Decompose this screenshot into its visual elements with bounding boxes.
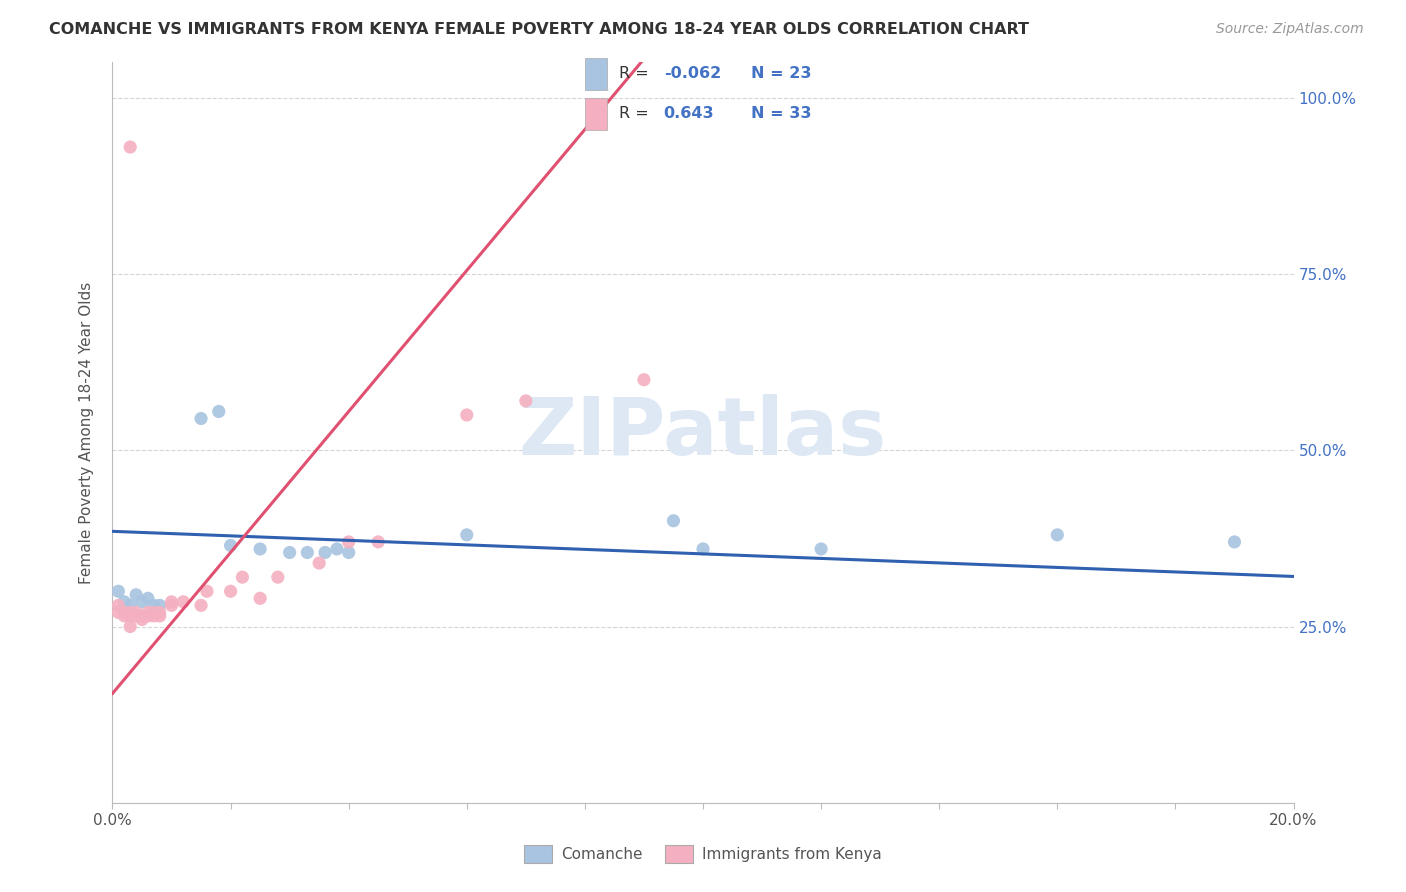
Y-axis label: Female Poverty Among 18-24 Year Olds: Female Poverty Among 18-24 Year Olds bbox=[79, 282, 94, 583]
Point bbox=[142, 606, 165, 620]
Point bbox=[326, 541, 349, 556]
Point bbox=[131, 612, 153, 626]
Point bbox=[456, 528, 478, 542]
Bar bbox=[585, 97, 607, 130]
Point bbox=[160, 595, 183, 609]
Point bbox=[367, 535, 389, 549]
Text: COMANCHE VS IMMIGRANTS FROM KENYA FEMALE POVERTY AMONG 18-24 YEAR OLDS CORRELATI: COMANCHE VS IMMIGRANTS FROM KENYA FEMALE… bbox=[49, 22, 1029, 37]
Point bbox=[120, 599, 142, 613]
Point bbox=[107, 606, 129, 620]
Point bbox=[456, 408, 478, 422]
Point bbox=[131, 595, 153, 609]
Point bbox=[633, 373, 655, 387]
Text: Source: ZipAtlas.com: Source: ZipAtlas.com bbox=[1216, 22, 1364, 37]
Point bbox=[160, 599, 183, 613]
Text: 0.643: 0.643 bbox=[664, 106, 714, 121]
Point bbox=[267, 570, 290, 584]
Text: N = 23: N = 23 bbox=[751, 66, 811, 81]
Point bbox=[692, 541, 714, 556]
Point bbox=[190, 599, 212, 613]
Text: N = 33: N = 33 bbox=[751, 106, 811, 121]
Point bbox=[190, 411, 212, 425]
Point bbox=[172, 595, 194, 609]
Point bbox=[112, 606, 135, 620]
Point bbox=[112, 609, 135, 624]
Point bbox=[136, 591, 159, 606]
Point bbox=[125, 606, 148, 620]
Text: ZIPatlas: ZIPatlas bbox=[519, 393, 887, 472]
Point bbox=[120, 140, 142, 154]
Point bbox=[337, 535, 360, 549]
Point bbox=[308, 556, 330, 570]
Point bbox=[125, 588, 148, 602]
Point bbox=[149, 609, 172, 624]
Point bbox=[107, 599, 129, 613]
Point bbox=[195, 584, 218, 599]
Point bbox=[120, 606, 142, 620]
Point bbox=[136, 606, 159, 620]
Point bbox=[107, 584, 129, 599]
Point bbox=[1046, 528, 1069, 542]
Point bbox=[149, 606, 172, 620]
Point bbox=[112, 595, 135, 609]
Point bbox=[131, 609, 153, 624]
Point bbox=[142, 609, 165, 624]
Point bbox=[249, 541, 271, 556]
Point bbox=[120, 619, 142, 633]
Point bbox=[231, 570, 253, 584]
Point bbox=[120, 609, 142, 624]
Text: -0.062: -0.062 bbox=[664, 66, 721, 81]
Point bbox=[125, 609, 148, 624]
Point bbox=[662, 514, 685, 528]
Point bbox=[515, 393, 537, 408]
Point bbox=[278, 545, 301, 559]
Point bbox=[297, 545, 319, 559]
Point bbox=[136, 609, 159, 624]
Legend: Comanche, Immigrants from Kenya: Comanche, Immigrants from Kenya bbox=[519, 839, 887, 869]
Point bbox=[1223, 535, 1246, 549]
Point bbox=[208, 404, 231, 418]
Bar bbox=[585, 58, 607, 90]
Point bbox=[810, 541, 832, 556]
Point bbox=[314, 545, 336, 559]
Point bbox=[337, 545, 360, 559]
Point bbox=[219, 538, 242, 552]
Point bbox=[149, 599, 172, 613]
Point bbox=[142, 599, 165, 613]
Text: R =: R = bbox=[619, 106, 658, 121]
Point bbox=[249, 591, 271, 606]
Text: R =: R = bbox=[619, 66, 654, 81]
Point bbox=[219, 584, 242, 599]
